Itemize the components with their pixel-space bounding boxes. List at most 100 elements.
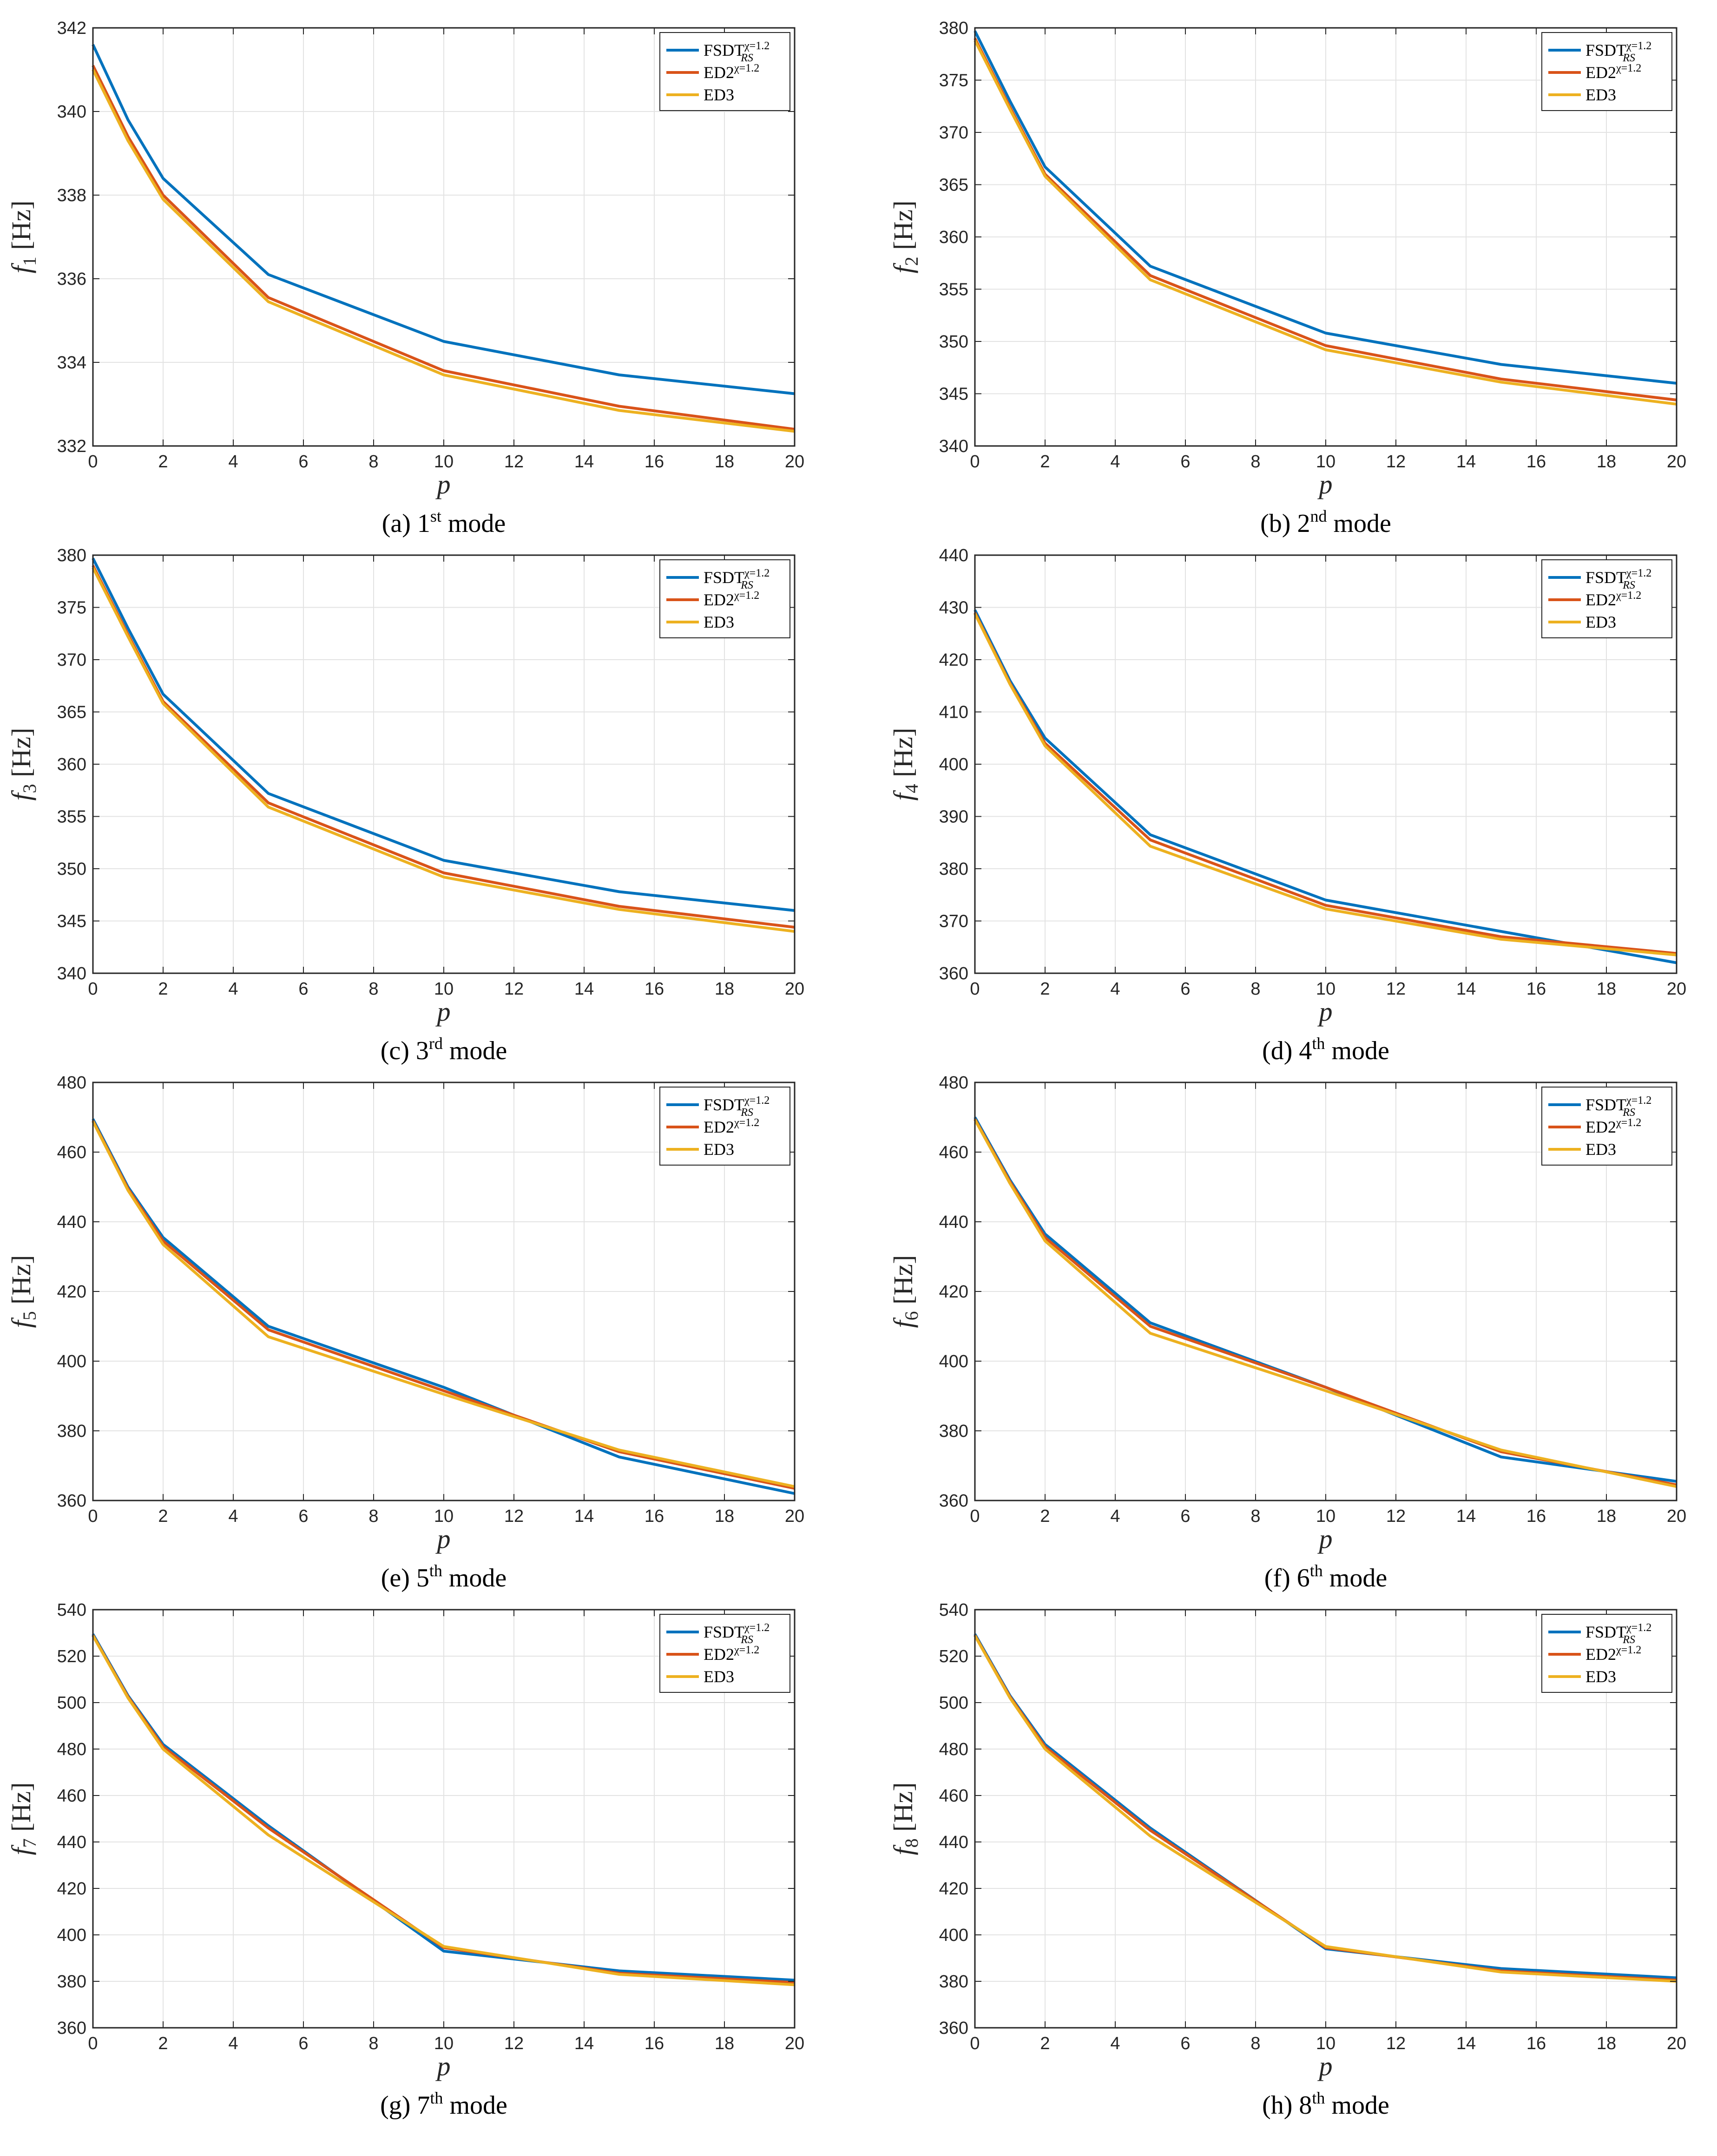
- chart-2: 0 2 4 6 8 10 12 14 16 18 20 340 345 350 355 360 365 370 37…: [888, 19, 1686, 538]
- y-tick-label: 400: [939, 1926, 968, 1945]
- legend-subscript: RS: [1622, 579, 1635, 591]
- x-tick-label: 10: [434, 2034, 454, 2053]
- legend-subscript: RS: [740, 1107, 753, 1119]
- y-tick-label: 420: [939, 1879, 968, 1899]
- legend-entry: ED2χ=1.2: [1585, 590, 1641, 609]
- x-tick-label: 8: [368, 979, 378, 999]
- y-tick-label: 390: [939, 807, 968, 827]
- x-tick-label: 14: [574, 979, 594, 999]
- x-tick-label: 14: [1456, 2034, 1476, 2053]
- y-tick-label: 460: [939, 1143, 968, 1162]
- x-tick-label: 4: [1110, 2034, 1120, 2053]
- x-tick-label: 12: [1386, 2034, 1406, 2053]
- x-tick-label: 2: [1040, 452, 1050, 472]
- legend-entry: FSDTχ=1.2 RS: [704, 1622, 770, 1646]
- caption-superscript: th: [429, 1561, 442, 1580]
- x-axis-label: p: [435, 996, 451, 1027]
- y-tick-label: 370: [57, 650, 86, 670]
- y-tick-label: 440: [939, 546, 968, 565]
- x-tick-label: 16: [645, 1507, 664, 1526]
- caption-text: (a) 1: [382, 509, 430, 538]
- legend-text: FSDT: [1585, 568, 1626, 587]
- legend-text: ED2: [1585, 1645, 1616, 1664]
- x-tick-label: 12: [1386, 979, 1406, 999]
- legend-entry: ED2χ=1.2: [704, 1644, 759, 1664]
- y-tick-label: 480: [57, 1740, 86, 1759]
- x-tick-label: 8: [368, 1507, 378, 1526]
- legend-subscript: RS: [740, 579, 753, 591]
- x-tick-label: 18: [715, 452, 734, 472]
- caption-superscript: th: [430, 2089, 443, 2107]
- x-tick-label: 4: [228, 1507, 238, 1526]
- y-tick-label: 380: [939, 1422, 968, 1441]
- legend-entry: FSDTχ=1.2 RS: [704, 567, 770, 591]
- figure-caption: (b) 2nd mode: [1260, 507, 1391, 538]
- caption-text: (f) 6: [1264, 1564, 1310, 1592]
- y-label-subscript: 1: [19, 256, 40, 266]
- series-line-fsdt: [974, 30, 1677, 385]
- legend-entry: ED3: [1585, 1667, 1616, 1686]
- y-axis-label: f4 [Hz]: [888, 728, 922, 801]
- legend-superscript: χ=1.2: [1616, 1644, 1641, 1656]
- x-tick-label: 12: [1386, 1507, 1406, 1526]
- y-label-unit: [Hz]: [6, 728, 36, 784]
- x-tick-label: 8: [1250, 452, 1260, 472]
- x-tick-label: 14: [574, 2034, 594, 2053]
- legend-entry: ED2χ=1.2: [1585, 1644, 1641, 1664]
- y-label-unit: [Hz]: [888, 201, 918, 257]
- figure-caption: (f) 6th mode: [1264, 1561, 1387, 1592]
- y-tick-label: 365: [939, 176, 968, 195]
- y-tick-label: 410: [939, 703, 968, 722]
- legend-text: ED3: [704, 85, 734, 104]
- chart-8: 0 2 4 6 8 10 12 14 16 18 20 360 380 400 420 440 460 480 50…: [888, 1600, 1686, 2120]
- caption-text: mode: [1325, 2091, 1389, 2120]
- chart-3: 0 2 4 6 8 10 12 14 16 18 20 340 345 350 355 360 365 370 37…: [6, 546, 804, 1065]
- series-line-ed3: [92, 567, 795, 933]
- x-tick-label: 0: [970, 979, 980, 999]
- legend-superscript: χ=1.2: [1616, 590, 1641, 602]
- legend-text: ED3: [704, 1667, 734, 1686]
- y-label-subscript: 3: [19, 784, 40, 793]
- legend-superscript: χ=1.2: [1626, 1094, 1651, 1107]
- series-line-fsdt: [92, 44, 795, 395]
- legend-entry: ED3: [1585, 1140, 1616, 1159]
- legend-text: FSDT: [1585, 41, 1626, 59]
- legend-entry: ED2χ=1.2: [704, 590, 759, 609]
- y-tick-label: 380: [939, 19, 968, 38]
- legend-superscript: χ=1.2: [1616, 62, 1641, 74]
- chart-5: 0 2 4 6 8 10 12 14 16 18 20 360 380 400 420 440 460 480 p f…: [6, 1073, 804, 1592]
- y-tick-label: 430: [939, 598, 968, 618]
- caption-text: mode: [442, 1564, 507, 1592]
- x-tick-label: 2: [1040, 1507, 1050, 1526]
- x-tick-label: 20: [1667, 1507, 1686, 1526]
- y-axis-label: f8 [Hz]: [888, 1782, 922, 1855]
- y-tick-label: 440: [57, 1212, 86, 1232]
- y-label-unit: [Hz]: [888, 1782, 918, 1839]
- caption-text: mode: [443, 2091, 507, 2120]
- x-tick-label: 14: [1456, 452, 1476, 472]
- legend-text: ED3: [704, 613, 734, 631]
- series-line-ed3: [974, 613, 1677, 957]
- y-tick-label: 345: [939, 385, 968, 404]
- caption-superscript: nd: [1310, 507, 1327, 525]
- x-tick-label: 4: [1110, 452, 1120, 472]
- chart-4: 0 2 4 6 8 10 12 14 16 18 20 360 370 380 390 400 410 420 43…: [888, 546, 1686, 1065]
- series-line-ed3: [974, 1635, 1677, 1983]
- legend-superscript: χ=1.2: [744, 40, 770, 52]
- x-tick-label: 0: [88, 1507, 98, 1526]
- y-tick-label: 342: [57, 19, 86, 38]
- series-line-fsdt: [92, 557, 795, 912]
- y-tick-label: 380: [57, 1972, 86, 1992]
- legend-superscript: χ=1.2: [1616, 1117, 1641, 1129]
- x-tick-label: 12: [504, 1507, 524, 1526]
- x-axis-label: p: [1317, 2051, 1333, 2081]
- caption-text: mode: [441, 509, 506, 538]
- x-axis-label: p: [435, 469, 451, 499]
- y-tick-label: 336: [57, 269, 86, 289]
- y-tick-label: 350: [939, 332, 968, 352]
- x-tick-label: 6: [298, 1507, 308, 1526]
